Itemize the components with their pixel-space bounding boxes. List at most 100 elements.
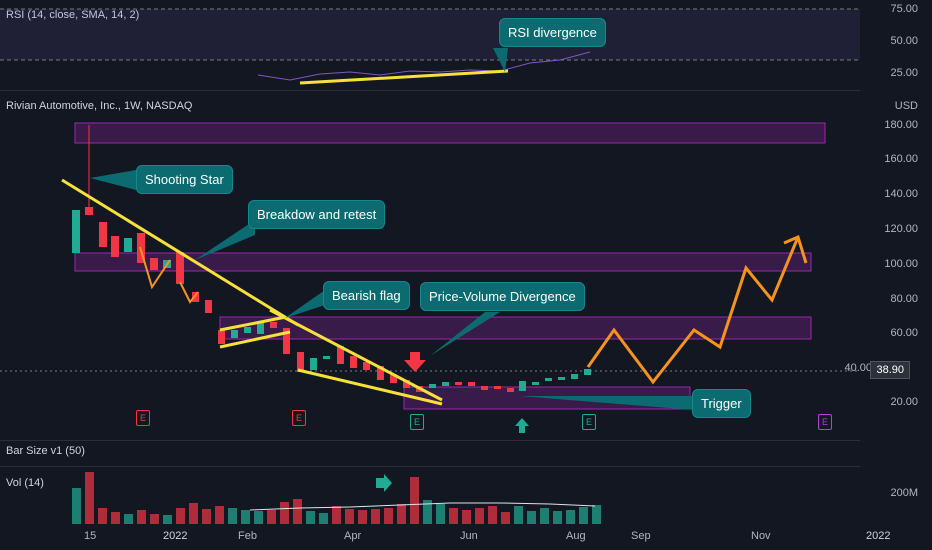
time-label-apr: Apr — [344, 530, 362, 542]
zone-180 — [74, 122, 826, 144]
chart-title: Rivian Automotive, Inc., 1W, NASDAQ — [6, 100, 193, 112]
candle — [390, 375, 397, 383]
candle — [363, 362, 370, 370]
candle — [584, 369, 591, 375]
price-level-120: 120.00 — [884, 223, 918, 235]
zone-100 — [74, 252, 812, 272]
candle — [323, 356, 330, 359]
pane-separator — [0, 466, 860, 467]
callout-rsi-divergence: RSI divergence — [499, 18, 606, 47]
candle — [532, 382, 539, 385]
rsi-level-25: 25.00 — [890, 67, 918, 79]
time-label-aug: Aug — [566, 530, 586, 542]
callout-shooting-star: Shooting Star — [136, 165, 233, 194]
early-move-path — [179, 281, 199, 304]
candle — [244, 327, 251, 333]
candle — [545, 378, 552, 381]
candle — [176, 252, 184, 284]
candle — [310, 358, 317, 370]
time-label-nov: Nov — [751, 530, 771, 542]
rsi-divergence-line — [299, 69, 509, 85]
candle — [85, 207, 93, 215]
earnings-icon[interactable]: E — [136, 410, 150, 426]
callout-bearish-flag: Bearish flag — [323, 281, 410, 310]
early-move-path — [139, 246, 171, 290]
time-label-feb: Feb — [238, 530, 257, 542]
candle — [455, 382, 462, 385]
zone-60 — [219, 316, 812, 340]
volume-level: 200M — [890, 487, 918, 499]
bearish-arrow-icon — [404, 352, 426, 372]
callout-pointer — [430, 312, 500, 356]
candle — [111, 236, 119, 257]
callout-breakdown: Breakdow and retest — [248, 200, 386, 229]
time-label-sep: Sep — [631, 530, 651, 542]
callout-pointer — [493, 48, 508, 72]
price-level-160: 160.00 — [884, 153, 918, 165]
bar-size-title: Bar Size v1 (50) — [6, 445, 85, 457]
candle — [468, 382, 475, 386]
candle — [99, 222, 107, 247]
earnings-icon[interactable]: E — [818, 414, 832, 430]
volume-arrow-icon — [376, 474, 392, 492]
candle — [124, 238, 132, 252]
candle — [507, 388, 514, 392]
time-label-15: 15 — [84, 530, 97, 542]
callout-trigger: Trigger — [692, 389, 751, 418]
earnings-icon[interactable]: E — [410, 414, 424, 430]
candle — [403, 380, 410, 388]
flag-lower-line — [219, 330, 291, 349]
callout-pointer — [90, 170, 136, 190]
downtrend-line — [61, 178, 299, 327]
price-level-100: 100.00 — [884, 258, 918, 270]
callout-pointer — [285, 290, 325, 318]
candle — [297, 352, 304, 372]
price-level-20: 20.00 — [890, 396, 918, 408]
price-level-80: 80.00 — [890, 293, 918, 305]
candle — [192, 292, 199, 302]
candle — [283, 328, 290, 354]
candle — [558, 377, 565, 380]
rsi-line — [257, 51, 591, 81]
volume-title: Vol (14) — [6, 477, 44, 489]
downtrend-line-lower — [269, 308, 443, 402]
price-level-180: 180.00 — [884, 119, 918, 131]
currency-label: USD — [894, 100, 918, 112]
candle — [218, 330, 225, 344]
candle — [429, 384, 436, 388]
candle — [72, 210, 80, 253]
earnings-icon[interactable]: E — [582, 414, 596, 430]
rsi-level-75: 75.00 — [890, 3, 918, 15]
candle — [494, 386, 501, 389]
candle — [205, 300, 212, 313]
pane-separator — [0, 90, 860, 91]
projection-path — [586, 236, 800, 385]
projection-arrow — [783, 234, 808, 264]
candle — [442, 382, 449, 386]
price-level-60: 60.00 — [890, 327, 918, 339]
candle — [337, 346, 344, 364]
callout-price-volume: Price-Volume Divergence — [420, 282, 585, 311]
time-label-jun: Jun — [460, 530, 478, 542]
callout-pointer — [195, 220, 255, 260]
support-line — [297, 368, 443, 406]
earnings-icon[interactable]: E — [292, 410, 306, 426]
candle — [481, 386, 488, 390]
rsi-level-50: 50.00 — [890, 35, 918, 47]
candle — [377, 366, 384, 380]
candle — [571, 374, 578, 379]
candle — [150, 258, 158, 270]
time-label-2022: 2022 — [163, 530, 188, 542]
candle — [270, 322, 277, 328]
rsi-title: RSI (14, close, SMA, 14, 2) — [6, 9, 140, 21]
pane-separator — [0, 440, 860, 441]
volume-bars — [72, 472, 601, 524]
candle — [231, 330, 238, 338]
candle — [257, 322, 264, 334]
price-level-140: 140.00 — [884, 188, 918, 200]
candle — [519, 381, 526, 391]
volume-ma-line — [249, 502, 596, 511]
last-price-tag: 38.90 — [870, 361, 910, 379]
candle — [350, 356, 357, 368]
